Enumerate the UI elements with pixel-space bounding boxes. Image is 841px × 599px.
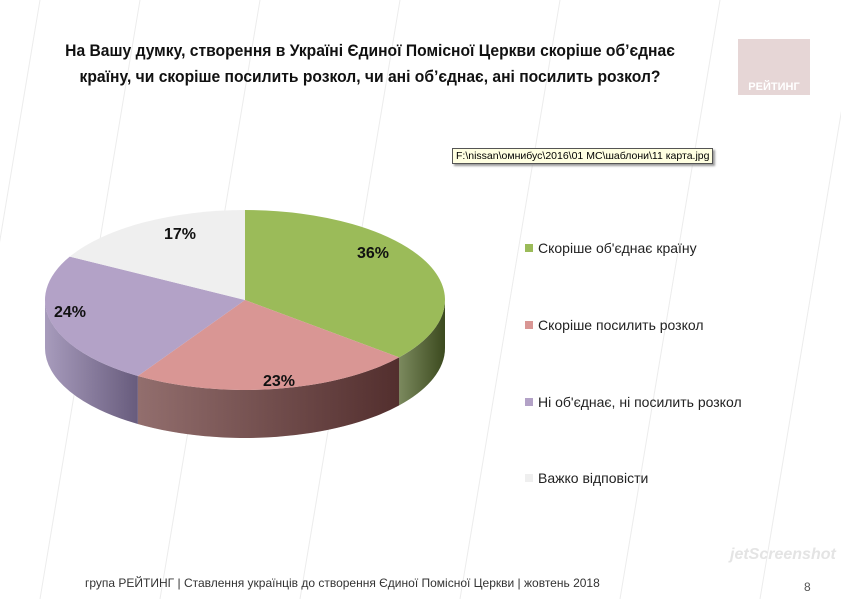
data-label-3: 17% [164,226,197,243]
legend-item-0: Скоріше об'єднає країну [525,240,697,256]
legend-label: Скоріше об'єднає країну [538,240,697,256]
footer: група РЕЙТИНГ | Ставлення українців до с… [85,576,600,590]
watermark: jetScreenshot [730,546,836,563]
pie-slice-2 [44,256,245,376]
legend-swatch [525,321,533,329]
pie-slice-0 [245,210,445,358]
chart-title: На Вашу думку, створення в Україні Єдино… [65,41,675,86]
legend-swatch [525,244,533,252]
legend-item-1: Скоріше посилить розкол [525,317,704,333]
data-label-1: 23% [263,373,296,390]
page-number: 8 [804,580,811,594]
legend-label: Важко відповісти [538,470,649,486]
pie-side-shade-1 [137,357,400,438]
legend-label: Ні об'єднає, ні посилить розкол [538,394,742,410]
pie-slice-1 [137,300,400,390]
legend-swatch [525,398,533,406]
pie-side-shade-2 [44,300,138,424]
pie-slice-3 [69,210,245,300]
file-path-tooltip: F:\nissan\омнибус\2016\01 МС\шаблони\11 … [452,148,714,164]
data-label-0: 36% [357,245,390,262]
legend-item-2: Ні об'єднає, ні посилить розкол [525,394,742,410]
pie-side-shade-0 [399,300,445,406]
legend-item-3: Важко відповісти [525,470,648,486]
logo-text: РЕЙТИНГ [748,81,800,93]
rating-logo: РЕЙТИНГ [738,39,810,95]
data-label-2: 24% [54,304,87,321]
legend-label: Скоріше посилить розкол [538,317,704,333]
legend-swatch [525,474,533,482]
